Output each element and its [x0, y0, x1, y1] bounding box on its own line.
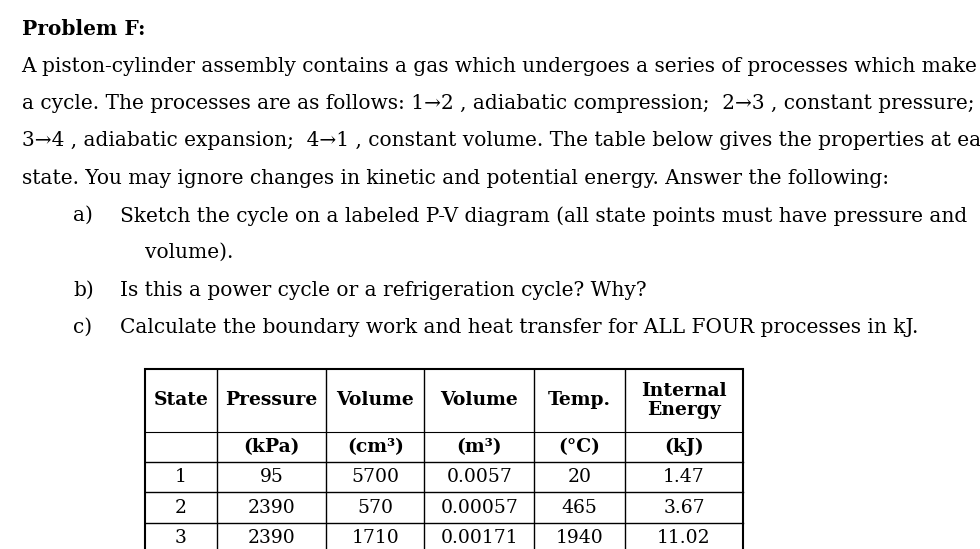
Text: Is this a power cycle or a refrigeration cycle? Why?: Is this a power cycle or a refrigeration…: [120, 281, 646, 300]
Text: (cm³): (cm³): [347, 438, 404, 456]
Text: 1: 1: [174, 468, 187, 486]
Text: 2: 2: [174, 498, 187, 517]
Text: Energy: Energy: [647, 401, 721, 419]
Text: 1940: 1940: [556, 529, 604, 547]
Text: 11.02: 11.02: [658, 529, 710, 547]
Text: 1.47: 1.47: [663, 468, 705, 486]
Text: volume).: volume).: [145, 243, 233, 262]
Text: State: State: [154, 391, 208, 410]
Text: 2390: 2390: [248, 498, 295, 517]
Text: 1710: 1710: [352, 529, 399, 547]
Text: (kPa): (kPa): [243, 438, 300, 456]
Text: Volume: Volume: [336, 391, 415, 410]
Text: 465: 465: [562, 498, 598, 517]
Text: a cycle. The processes are as follows: 1→2 , adiabatic compression;  2→3 , const: a cycle. The processes are as follows: 1…: [22, 94, 974, 113]
Text: Internal: Internal: [641, 382, 727, 400]
Text: 3: 3: [174, 529, 187, 547]
Text: 5700: 5700: [352, 468, 399, 486]
Text: a): a): [74, 206, 93, 225]
Text: Sketch the cycle on a labeled P-V diagram (all state points must have pressure a: Sketch the cycle on a labeled P-V diagra…: [120, 206, 967, 226]
Text: 20: 20: [567, 468, 592, 486]
Text: Volume: Volume: [440, 391, 518, 410]
Text: 570: 570: [358, 498, 393, 517]
Text: state. You may ignore changes in kinetic and potential energy. Answer the follow: state. You may ignore changes in kinetic…: [22, 169, 889, 188]
Text: 3.67: 3.67: [663, 498, 705, 517]
Text: 0.00171: 0.00171: [440, 529, 518, 547]
Text: 2390: 2390: [248, 529, 295, 547]
Text: 95: 95: [260, 468, 283, 486]
Text: Calculate the boundary work and heat transfer for ALL FOUR processes in kJ.: Calculate the boundary work and heat tra…: [120, 318, 918, 337]
Text: A piston-cylinder assembly contains a gas which undergoes a series of processes : A piston-cylinder assembly contains a ga…: [22, 57, 980, 76]
Text: Temp.: Temp.: [548, 391, 612, 410]
Text: Pressure: Pressure: [225, 391, 318, 410]
Text: 3→4 , adiabatic expansion;  4→1 , constant volume. The table below gives the pro: 3→4 , adiabatic expansion; 4→1 , constan…: [22, 131, 980, 150]
Text: b): b): [74, 281, 94, 300]
Text: c): c): [74, 318, 93, 337]
Text: (°C): (°C): [559, 438, 601, 456]
Text: 0.00057: 0.00057: [440, 498, 518, 517]
Text: Problem F:: Problem F:: [22, 19, 145, 39]
Bar: [145, 369, 743, 549]
Text: 0.0057: 0.0057: [446, 468, 513, 486]
Text: (kJ): (kJ): [664, 438, 704, 456]
Text: (m³): (m³): [457, 438, 502, 456]
